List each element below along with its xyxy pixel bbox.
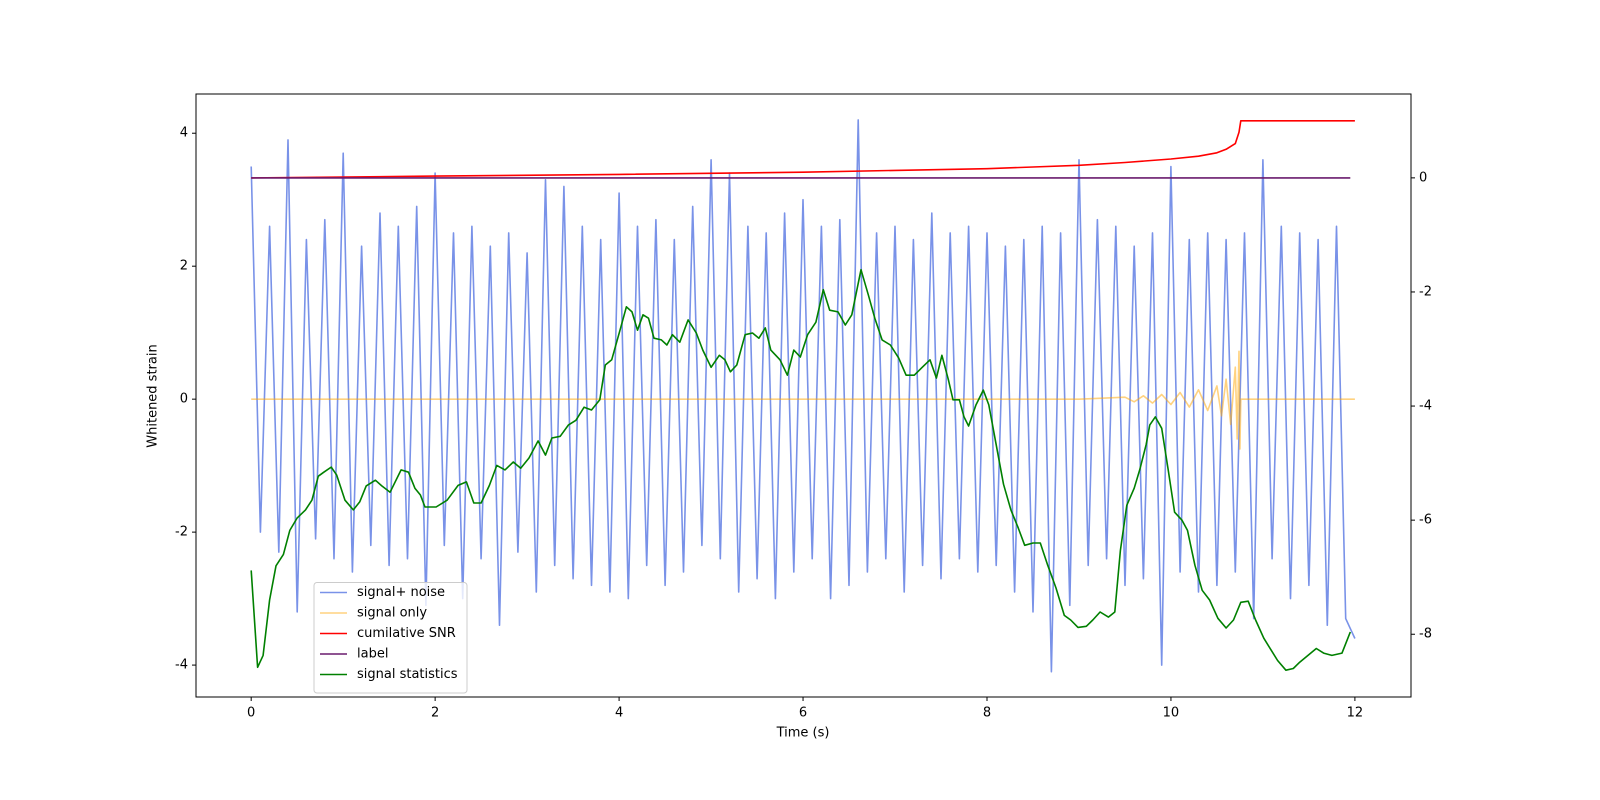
y-tick-label: 0 xyxy=(180,392,188,407)
legend-label: cumilative SNR xyxy=(357,626,456,641)
y-axis-label: Whitened strain xyxy=(146,344,161,447)
legend: signal+ noise signal only cumilative SNR la… xyxy=(313,582,468,694)
y-tick-label: -4 xyxy=(175,658,188,673)
y-tick-label: -2 xyxy=(175,525,188,540)
legend-box xyxy=(313,582,468,694)
x-tick-label: 2 xyxy=(431,706,439,721)
plot-layer xyxy=(250,119,1356,673)
legend-label: signal statistics xyxy=(357,667,458,682)
legend-label: signal only xyxy=(357,606,427,621)
legend-label: signal+ noise xyxy=(357,585,445,600)
x-tick-label: 4 xyxy=(615,706,623,721)
x-tick-label: 8 xyxy=(983,706,991,721)
y2-tick-label: -4 xyxy=(1419,399,1432,414)
y-tick-label: 4 xyxy=(180,126,188,141)
series-line xyxy=(250,268,1352,671)
series-line xyxy=(251,350,1355,450)
y2-tick-label: -2 xyxy=(1419,284,1432,299)
x-tick-label: 0 xyxy=(247,706,255,721)
y2-tick-label: -8 xyxy=(1419,627,1432,642)
y-tick-label: 2 xyxy=(180,259,188,274)
x-tick-label: 10 xyxy=(1163,706,1180,721)
series-line xyxy=(251,120,1355,179)
series-line xyxy=(250,119,1356,673)
x-axis-label: Time (s) xyxy=(776,726,830,741)
y2-tick-label: -6 xyxy=(1419,513,1432,528)
y2-tick-label: 0 xyxy=(1419,170,1427,185)
x-tick-label: 6 xyxy=(799,706,807,721)
x-tick-label: 12 xyxy=(1347,706,1364,721)
legend-label: label xyxy=(357,647,388,662)
